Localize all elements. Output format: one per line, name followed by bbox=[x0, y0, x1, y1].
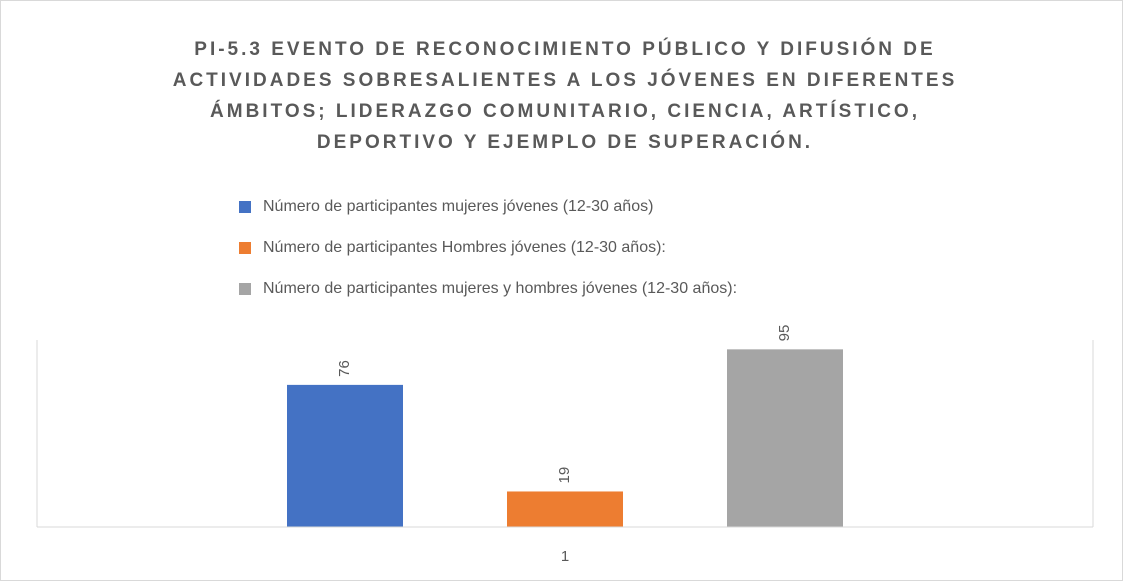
legend-label: Número de participantes Hombres jóvenes … bbox=[263, 239, 666, 256]
x-tick-label: 1 bbox=[561, 548, 569, 565]
legend-label: Número de participantes mujeres jóvenes … bbox=[263, 198, 653, 215]
data-label: 95 bbox=[776, 325, 793, 342]
bar bbox=[287, 384, 403, 527]
chart-title: PI-5.3 EVENTO DE RECONOCIMIENTO PÚBLICO … bbox=[194, 38, 935, 60]
bar bbox=[507, 491, 623, 527]
chart-title: ACTIVIDADES SOBRESALIENTES A LOS JÓVENES… bbox=[173, 69, 958, 91]
legend-swatch bbox=[239, 242, 251, 254]
bar bbox=[727, 349, 843, 527]
legend-label: Número de participantes mujeres y hombre… bbox=[263, 280, 737, 297]
data-label: 76 bbox=[336, 360, 353, 377]
legend-swatch bbox=[239, 201, 251, 213]
legend-swatch bbox=[239, 283, 251, 295]
chart-title: ÁMBITOS; LIDERAZGO COMUNITARIO, CIENCIA,… bbox=[210, 100, 920, 122]
data-label: 19 bbox=[556, 467, 573, 484]
chart-title: DEPORTIVO Y EJEMPLO DE SUPERACIÓN. bbox=[317, 131, 813, 153]
